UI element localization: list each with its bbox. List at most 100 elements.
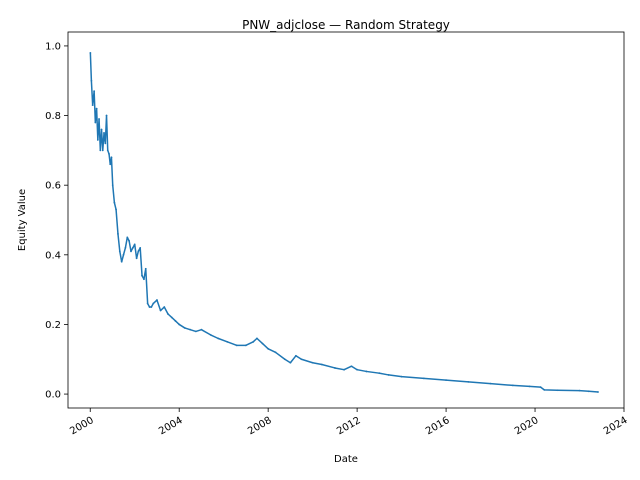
data-point — [115, 208, 117, 211]
data-point — [111, 184, 114, 187]
data-point — [105, 114, 108, 117]
data-point — [99, 149, 102, 152]
data-point — [94, 121, 97, 124]
data-point — [118, 250, 121, 253]
data-point — [135, 257, 138, 260]
y-tick-label: 0.2 — [45, 320, 61, 331]
data-point — [189, 328, 192, 331]
data-point — [163, 306, 166, 308]
data-point — [267, 347, 270, 350]
data-point — [597, 391, 599, 393]
y-tick-label: 0.4 — [45, 250, 61, 261]
data-point — [98, 118, 100, 120]
data-point — [117, 233, 119, 235]
data-point — [261, 342, 264, 345]
data-point — [95, 107, 98, 110]
data-point — [174, 320, 177, 322]
data-point — [130, 250, 132, 253]
axes-frame — [67, 31, 625, 409]
data-point — [200, 328, 203, 331]
data-point — [528, 385, 531, 388]
data-point — [178, 323, 181, 326]
data-point — [131, 246, 134, 249]
data-point — [141, 274, 143, 277]
plot-area — [89, 51, 599, 393]
data-point — [104, 142, 107, 145]
data-point — [96, 139, 99, 141]
data-point — [89, 51, 92, 54]
data-point — [209, 333, 212, 336]
data-point — [343, 368, 345, 371]
data-point — [235, 344, 238, 347]
data-point — [144, 267, 147, 270]
data-point — [90, 79, 93, 82]
data-point — [93, 90, 96, 93]
data-point — [137, 250, 140, 253]
data-point — [120, 260, 123, 263]
data-point — [294, 354, 297, 357]
data-point — [489, 382, 492, 385]
y-tick-label: 1.0 — [45, 41, 61, 52]
data-point — [378, 372, 381, 375]
data-point — [333, 367, 336, 369]
data-point — [139, 246, 142, 249]
data-point — [320, 363, 323, 366]
data-point — [422, 377, 425, 380]
data-point — [289, 361, 292, 364]
data-point — [100, 128, 103, 131]
data-point — [156, 299, 158, 301]
data-point — [256, 337, 258, 340]
data-point — [148, 306, 151, 308]
data-point — [110, 156, 113, 159]
data-point — [283, 358, 286, 361]
data-point — [159, 309, 162, 312]
data-point — [511, 384, 514, 387]
data-point — [245, 344, 247, 347]
data-point — [167, 313, 169, 315]
series-line — [89, 52, 599, 393]
data-point — [274, 351, 277, 354]
data-point — [226, 340, 229, 343]
y-tick-label: 0.6 — [45, 181, 61, 192]
data-point — [543, 389, 546, 391]
data-point — [356, 368, 359, 371]
data-point — [126, 236, 129, 239]
data-point — [146, 302, 149, 305]
data-point — [350, 365, 353, 368]
data-point — [539, 386, 542, 389]
data-point — [152, 302, 155, 305]
data-point — [143, 278, 145, 281]
data-point — [106, 149, 109, 152]
data-point — [445, 379, 447, 382]
data-point — [400, 375, 403, 378]
data-point — [101, 149, 104, 152]
data-point — [387, 374, 390, 376]
data-point — [124, 246, 127, 249]
data-point — [109, 163, 112, 166]
data-point — [122, 253, 125, 256]
data-point — [217, 337, 219, 340]
data-point — [578, 389, 581, 392]
data-point — [170, 316, 173, 319]
data-point — [113, 201, 116, 204]
y-tick-label: 0.8 — [45, 111, 61, 122]
data-point — [311, 361, 314, 364]
data-point — [467, 380, 470, 383]
x-axis-label: Date — [334, 454, 358, 465]
data-point — [252, 340, 255, 343]
data-point — [133, 243, 136, 246]
data-point — [108, 152, 110, 155]
data-point — [300, 358, 303, 361]
chart-title: PNW_adjclose — Random Strategy — [242, 18, 450, 32]
data-point — [91, 104, 94, 107]
y-axis-label: Equity Value — [17, 189, 28, 251]
data-point — [194, 330, 197, 333]
data-point — [556, 389, 559, 392]
data-point — [150, 306, 153, 308]
y-tick-label: 0.0 — [45, 390, 61, 401]
data-point — [183, 327, 186, 329]
data-point — [103, 132, 105, 134]
data-point — [128, 239, 131, 242]
